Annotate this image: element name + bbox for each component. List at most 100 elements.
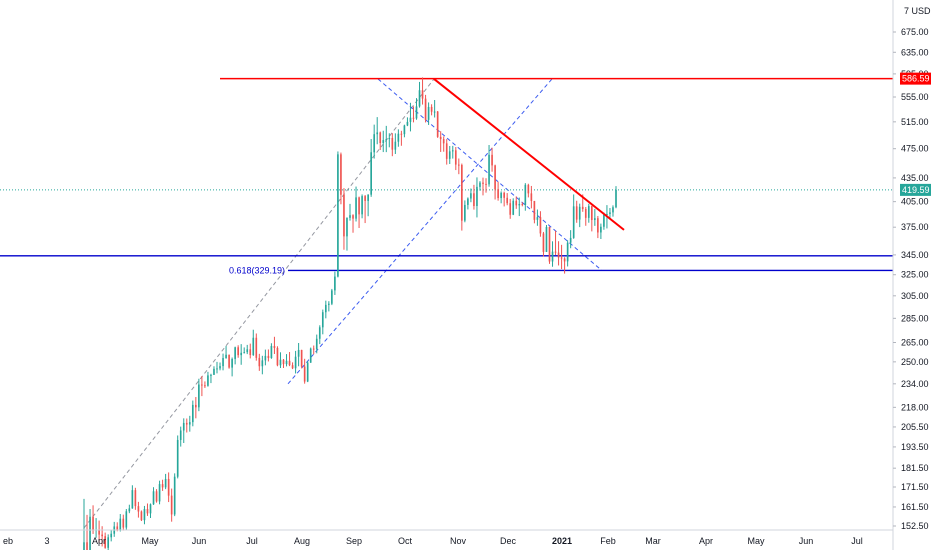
candle[interactable] — [264, 349, 267, 366]
time-axis[interactable]: eb 3 Apr May Jun Jul Aug Sep Oct Nov Dec 2021 Feb Mar… — [0, 529, 893, 546]
candle[interactable] — [612, 205, 614, 217]
candle[interactable] — [191, 400, 194, 427]
candle[interactable] — [110, 530, 113, 542]
price-pane[interactable]: 0.618(329.19) — [0, 77, 893, 555]
blue-dashed-channel-down[interactable] — [377, 78, 603, 272]
candle[interactable] — [315, 334, 318, 354]
candle[interactable] — [261, 355, 264, 375]
candle[interactable] — [409, 102, 412, 132]
candle[interactable] — [557, 241, 560, 266]
candle[interactable] — [403, 124, 406, 138]
descending-trendline[interactable] — [433, 78, 625, 231]
candle[interactable] — [107, 534, 110, 553]
candle[interactable] — [382, 130, 385, 153]
candle[interactable] — [364, 194, 366, 224]
candle[interactable] — [391, 133, 394, 157]
candle[interactable] — [258, 353, 261, 371]
candle[interactable] — [418, 81, 421, 108]
candle[interactable] — [470, 188, 472, 203]
candle[interactable] — [92, 505, 94, 534]
candle[interactable] — [503, 191, 505, 207]
candle[interactable] — [497, 181, 499, 201]
candle[interactable] — [615, 186, 617, 209]
candle[interactable] — [560, 244, 563, 270]
candle[interactable] — [439, 131, 442, 152]
candle[interactable] — [545, 224, 548, 253]
candle[interactable] — [527, 183, 530, 198]
candle[interactable] — [430, 104, 433, 116]
candle[interactable] — [400, 130, 403, 146]
candle[interactable] — [337, 151, 339, 278]
candle[interactable] — [542, 231, 545, 257]
candle[interactable] — [201, 376, 203, 397]
candle[interactable] — [457, 158, 460, 175]
candle[interactable] — [312, 345, 315, 355]
candle[interactable] — [95, 518, 97, 538]
candle[interactable] — [252, 329, 255, 356]
candle[interactable] — [388, 133, 391, 148]
candle[interactable] — [575, 200, 578, 223]
candle[interactable] — [309, 347, 312, 363]
candle[interactable] — [188, 415, 191, 432]
candle[interactable] — [554, 230, 557, 256]
candle[interactable] — [518, 197, 521, 217]
candle[interactable] — [524, 183, 527, 211]
candle[interactable] — [216, 361, 218, 374]
candle[interactable] — [587, 203, 590, 223]
candle[interactable] — [491, 147, 493, 172]
candle[interactable] — [140, 510, 143, 522]
candle[interactable] — [515, 196, 518, 209]
candle[interactable] — [231, 357, 233, 377]
candle[interactable] — [451, 145, 454, 159]
candle[interactable] — [267, 349, 270, 362]
candle[interactable] — [539, 211, 542, 237]
candle[interactable] — [482, 177, 484, 196]
candle[interactable] — [488, 145, 490, 187]
candle[interactable] — [506, 193, 509, 206]
candle[interactable] — [340, 152, 342, 205]
candle[interactable] — [594, 208, 596, 226]
candle[interactable] — [234, 346, 236, 365]
candle[interactable] — [427, 102, 430, 125]
candle[interactable] — [355, 186, 357, 222]
candle[interactable] — [448, 145, 451, 165]
candle[interactable] — [324, 300, 327, 319]
candle[interactable] — [176, 435, 179, 479]
candle[interactable] — [155, 489, 158, 503]
blue-dashed-channel-up[interactable] — [287, 78, 553, 385]
candle[interactable] — [331, 288, 333, 306]
candle[interactable] — [376, 117, 379, 145]
candle[interactable] — [285, 354, 288, 367]
candle[interactable] — [379, 131, 382, 150]
candle[interactable] — [563, 257, 566, 274]
candle[interactable] — [279, 352, 282, 369]
candle[interactable] — [464, 200, 466, 223]
candle[interactable] — [473, 184, 475, 210]
candle[interactable] — [204, 381, 206, 388]
candle[interactable] — [288, 352, 291, 367]
candle[interactable] — [273, 336, 276, 354]
candle[interactable] — [609, 208, 611, 219]
candle[interactable] — [86, 514, 88, 555]
candle[interactable] — [485, 178, 487, 193]
candle[interactable] — [536, 209, 539, 226]
candle[interactable] — [210, 373, 212, 384]
candle[interactable] — [198, 378, 200, 412]
candle[interactable] — [385, 125, 388, 153]
candle[interactable] — [113, 521, 116, 537]
candle[interactable] — [306, 361, 309, 383]
candle[interactable] — [494, 164, 496, 200]
candle[interactable] — [134, 487, 137, 510]
candle[interactable] — [476, 177, 478, 218]
candle[interactable] — [415, 98, 418, 120]
candle[interactable] — [467, 197, 469, 210]
candle[interactable] — [461, 163, 463, 231]
candle[interactable] — [349, 203, 351, 221]
candle[interactable] — [346, 217, 348, 251]
candle[interactable] — [173, 473, 176, 517]
candle[interactable] — [373, 124, 376, 159]
candle[interactable] — [321, 309, 324, 335]
candle[interactable] — [318, 325, 321, 345]
candle[interactable] — [424, 94, 427, 123]
